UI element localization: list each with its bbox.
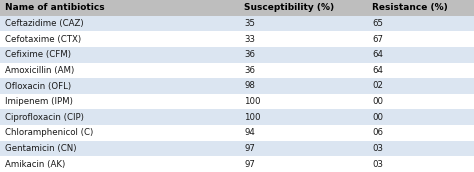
Text: 35: 35 [244, 19, 255, 28]
Bar [0, 78, 239, 94]
Text: 00: 00 [372, 113, 383, 122]
Bar [367, 156, 474, 172]
Text: 100: 100 [244, 97, 261, 106]
Bar [239, 141, 367, 156]
Bar [367, 63, 474, 78]
Text: 67: 67 [372, 35, 383, 44]
Text: Amoxicillin (AM): Amoxicillin (AM) [5, 66, 74, 75]
Bar [0, 141, 239, 156]
Bar [367, 125, 474, 141]
Text: 94: 94 [244, 128, 255, 137]
Bar [0, 31, 239, 47]
Bar [239, 78, 367, 94]
Bar [367, 109, 474, 125]
Text: Ceftazidime (CAZ): Ceftazidime (CAZ) [5, 19, 83, 28]
Text: 100: 100 [244, 113, 261, 122]
Bar [0, 63, 239, 78]
Text: 00: 00 [372, 97, 383, 106]
Bar [239, 31, 367, 47]
Bar [367, 47, 474, 63]
Bar [0, 0, 239, 16]
Text: Cefixime (CFM): Cefixime (CFM) [5, 50, 71, 59]
Bar [367, 78, 474, 94]
Text: 64: 64 [372, 50, 383, 59]
Text: 36: 36 [244, 66, 255, 75]
Bar [367, 16, 474, 31]
Text: Imipenem (IPM): Imipenem (IPM) [5, 97, 73, 106]
Text: Name of antibiotics: Name of antibiotics [5, 3, 104, 12]
Text: Gentamicin (CN): Gentamicin (CN) [5, 144, 76, 153]
Bar [239, 16, 367, 31]
Text: 65: 65 [372, 19, 383, 28]
Text: Amikacin (AK): Amikacin (AK) [5, 160, 65, 169]
Bar [239, 125, 367, 141]
Text: 97: 97 [244, 144, 255, 153]
Bar [0, 47, 239, 63]
Bar [239, 94, 367, 109]
Text: 33: 33 [244, 35, 255, 44]
Bar [0, 125, 239, 141]
Text: 03: 03 [372, 160, 383, 169]
Bar [0, 94, 239, 109]
Bar [367, 94, 474, 109]
Bar [0, 156, 239, 172]
Bar [367, 0, 474, 16]
Bar [239, 0, 367, 16]
Bar [239, 63, 367, 78]
Text: 97: 97 [244, 160, 255, 169]
Text: Cefotaxime (CTX): Cefotaxime (CTX) [5, 35, 81, 44]
Bar [239, 156, 367, 172]
Text: Resistance (%): Resistance (%) [372, 3, 448, 12]
Text: Ciprofloxacin (CIP): Ciprofloxacin (CIP) [5, 113, 83, 122]
Bar [367, 141, 474, 156]
Bar [0, 16, 239, 31]
Text: 03: 03 [372, 144, 383, 153]
Text: Ofloxacin (OFL): Ofloxacin (OFL) [5, 82, 71, 90]
Text: 98: 98 [244, 82, 255, 90]
Text: 64: 64 [372, 66, 383, 75]
Bar [367, 31, 474, 47]
Text: 36: 36 [244, 50, 255, 59]
Bar [239, 47, 367, 63]
Text: Susceptibility (%): Susceptibility (%) [244, 3, 334, 12]
Bar [239, 109, 367, 125]
Bar [0, 109, 239, 125]
Text: 06: 06 [372, 128, 383, 137]
Text: 02: 02 [372, 82, 383, 90]
Text: Chloramphenicol (C): Chloramphenicol (C) [5, 128, 93, 137]
